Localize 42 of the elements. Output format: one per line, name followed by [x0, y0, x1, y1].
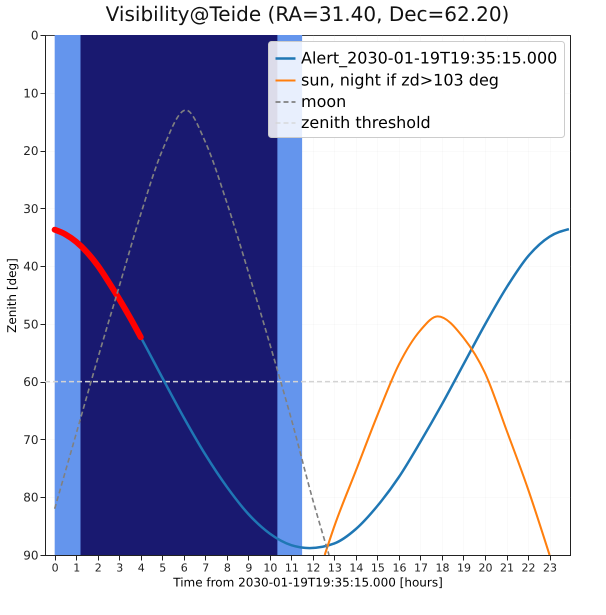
chart-title: Visibility@Teide (RA=31.40, Dec=62.20): [106, 2, 510, 26]
x-tick-label: 15: [370, 562, 385, 574]
x-tick-label: 22: [522, 562, 536, 574]
x-tick-label: 6: [180, 562, 188, 574]
y-tick-label: 10: [23, 86, 38, 100]
x-tick-label: 21: [500, 562, 514, 574]
x-tick-label: 11: [284, 562, 299, 574]
x-tick-label: 5: [159, 562, 166, 574]
y-tick-label: 50: [23, 317, 38, 332]
legend-label: moon: [301, 92, 346, 111]
x-tick-label: 23: [543, 562, 558, 574]
x-axis-title: Time from 2030-01-19T19:35:15.000 [hours]: [172, 576, 443, 590]
legend-label: zenith threshold: [301, 113, 431, 132]
line-series: [324, 315, 551, 555]
x-tick-label: 0: [52, 562, 59, 574]
legend-label: Alert_2030-01-19T19:35:15.000: [301, 48, 558, 68]
y-tick-label: 0: [30, 28, 38, 42]
x-tick-label: 7: [202, 562, 210, 574]
y-tick-label: 70: [23, 432, 38, 447]
x-tick-label: 12: [306, 562, 320, 574]
x-tick-label: 19: [456, 562, 471, 574]
y-tick-label: 90: [23, 548, 38, 562]
x-tick-label: 14: [349, 562, 364, 574]
y-tick-label: 60: [23, 375, 38, 390]
x-tick-label: 10: [263, 562, 278, 574]
y-tick-label: 30: [23, 202, 38, 216]
y-tick-label: 40: [23, 260, 38, 274]
x-tick-label: 9: [245, 562, 252, 574]
x-tick-label: 1: [73, 562, 80, 574]
y-tick-label: 20: [23, 144, 38, 158]
x-tick-label: 17: [414, 562, 428, 574]
x-tick-label: 4: [138, 562, 145, 574]
x-tick-label: 13: [328, 562, 342, 574]
x-tick-label: 8: [224, 562, 231, 574]
x-tick-label: 3: [116, 562, 124, 574]
x-tick-label: 2: [94, 562, 102, 574]
y-tick-label: 80: [23, 490, 38, 505]
x-tick-label: 18: [435, 562, 450, 574]
legend-label: sun, night if zd>103 deg: [301, 70, 499, 90]
x-tick-label: 20: [478, 562, 493, 574]
y-axis-title: Zenith [deg]: [5, 258, 20, 333]
x-tick-label: 16: [392, 562, 406, 574]
